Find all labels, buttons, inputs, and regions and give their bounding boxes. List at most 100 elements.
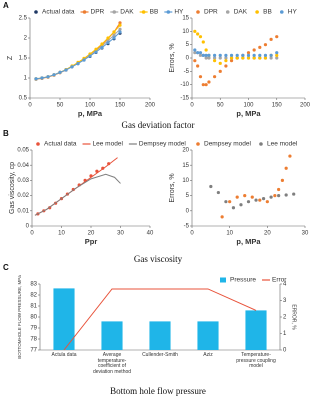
bar [245, 310, 267, 350]
point [201, 83, 205, 87]
point [106, 41, 110, 45]
legend-label: Actual data [42, 9, 75, 16]
point [196, 51, 200, 55]
point [284, 166, 288, 170]
point [112, 30, 116, 34]
y-tick-label: 80 [30, 315, 37, 321]
point [228, 200, 232, 204]
y2-tick-label: 2 [283, 315, 287, 321]
point [40, 76, 44, 80]
x-tick-label: 100 [243, 103, 254, 109]
y-tick-label: 20 [182, 148, 189, 154]
point [112, 36, 116, 40]
legend-label: BB [150, 9, 159, 16]
point [254, 198, 258, 202]
point [241, 56, 245, 60]
legend-swatch [82, 10, 87, 14]
point [118, 30, 122, 34]
panel-label: A [3, 1, 9, 10]
line [34, 157, 118, 216]
y-tick-label: 0.02 [17, 193, 29, 199]
legend-label: DAK [120, 9, 134, 16]
y-tick-label: 83 [30, 282, 37, 288]
x-tick-label: 50 [217, 103, 224, 109]
point [275, 53, 279, 57]
point [235, 53, 239, 57]
y-tick-label: -10 [180, 82, 189, 88]
x-axis-label: p, MPa [236, 109, 261, 118]
point [218, 61, 222, 65]
x-tick-label: 200 [300, 103, 311, 109]
x-tick-label: 20 [264, 231, 271, 237]
legend-swatch [166, 10, 171, 14]
point [198, 35, 203, 39]
point [207, 53, 211, 57]
x-tick-label: 10 [226, 231, 233, 237]
x-tick-label: 40 [147, 231, 154, 237]
legend-swatch [255, 10, 259, 14]
bar [149, 321, 171, 350]
y-tick-label: 0.01 [17, 208, 29, 214]
legend-swatch [36, 142, 40, 146]
point [198, 51, 203, 55]
point [100, 42, 104, 46]
legend-label: Dempsey model [139, 141, 187, 148]
point [193, 48, 197, 52]
point [258, 53, 262, 57]
point [246, 200, 251, 204]
point [213, 59, 217, 63]
point [204, 48, 208, 52]
legend-label: DPR [91, 9, 105, 16]
line [63, 288, 257, 351]
y-tick-label: -5 [184, 69, 190, 75]
point [52, 73, 56, 77]
line [35, 24, 121, 80]
legend-label: Error [272, 277, 287, 284]
point [224, 59, 228, 63]
x-tick-label: Aziz [203, 352, 213, 358]
point [207, 56, 211, 60]
point [100, 46, 104, 50]
line [34, 173, 121, 216]
point [204, 56, 208, 60]
point [196, 64, 200, 68]
point [252, 53, 256, 57]
point [263, 43, 268, 47]
caption: Gas deviation factor [122, 120, 195, 130]
point [193, 51, 197, 55]
point [229, 59, 234, 63]
point [224, 200, 228, 204]
point [193, 59, 197, 63]
point [273, 194, 277, 198]
y-tick-label: 0.05 [17, 148, 29, 154]
y-tick-label: 81 [30, 304, 37, 310]
point [209, 184, 213, 189]
legend-label: BB [263, 9, 272, 16]
y-tick-label: 0.5 [19, 96, 28, 102]
legend-label: DPR [204, 9, 218, 16]
point [34, 77, 38, 81]
x-tick-label: Actula data [51, 352, 77, 358]
x-tick-label: 20 [88, 231, 95, 237]
legend-swatch [34, 10, 38, 14]
y2-tick-label: 1 [283, 331, 287, 337]
point [224, 64, 228, 68]
legend-label: Dempsey model [204, 141, 252, 148]
y-tick-label: 10 [182, 29, 189, 35]
x-tick-label: 150 [115, 103, 126, 109]
point [112, 33, 116, 37]
point [94, 50, 98, 54]
point [216, 190, 220, 195]
point [275, 56, 279, 60]
y-tick-label: 0 [186, 208, 190, 214]
y-tick-label: 2 [24, 36, 28, 42]
point [288, 154, 292, 158]
point [213, 56, 217, 60]
y-tick-label: 0 [26, 224, 30, 230]
y2-tick-label: 0 [283, 348, 287, 354]
panel-label: B [3, 129, 9, 138]
y-tick-label: 78 [30, 337, 37, 343]
y-tick-label: 5 [186, 193, 190, 199]
y-tick-label: 0 [186, 56, 190, 62]
x-tick-label: 0 [190, 103, 194, 109]
